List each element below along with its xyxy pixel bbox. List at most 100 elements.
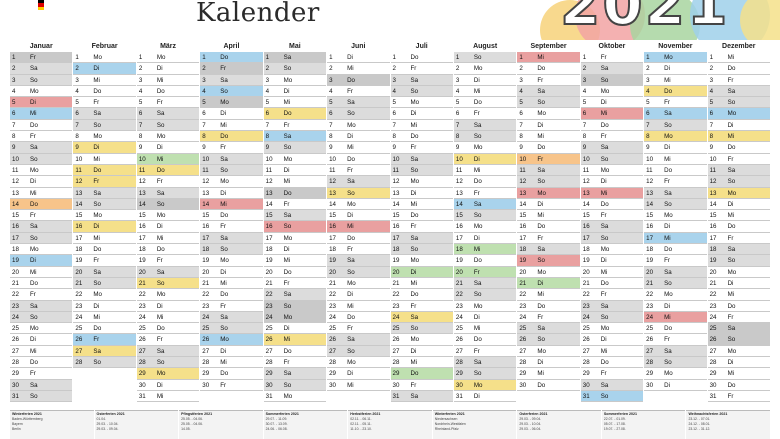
day-cell: 13 Mi	[10, 187, 73, 199]
day-cell: 5 Sa	[327, 97, 390, 109]
day-cell: 30 Sa	[10, 379, 73, 391]
day-cell: 8 Sa	[263, 131, 327, 143]
day-cell: 14 Mi	[390, 198, 453, 211]
day-cell: 28 So	[644, 357, 707, 369]
day-cell: 20 Do	[263, 266, 327, 278]
day-cell: 4 Do	[73, 85, 136, 98]
decorative-bubbles	[540, 0, 780, 40]
day-cell: 20 Sa	[644, 266, 707, 278]
day-cell: 27 So	[327, 345, 390, 358]
day-cell: 31 Mo	[263, 390, 327, 403]
day-cell: 18 So	[390, 244, 453, 256]
day-cell: 3 Mo	[263, 74, 327, 86]
day-cell: 20 Di	[390, 266, 453, 278]
day-cell: 27 Do	[263, 345, 327, 358]
day-cell: 10 Do	[327, 153, 390, 165]
day-cell: 2 So	[263, 63, 327, 75]
day-cell	[327, 390, 390, 403]
day-cell: 8 Di	[327, 131, 390, 143]
day-cell: 13 Mo	[517, 187, 580, 199]
holiday-table-cell: Herbstferien 2021 02.11. - 06.11. 02.11. -…	[348, 410, 432, 439]
day-cell: 20 Sa	[73, 266, 136, 278]
day-cell: 12 Fr	[644, 176, 707, 188]
day-cell: 5 Do	[453, 97, 517, 109]
day-cell: 9 Do	[517, 142, 580, 154]
day-cell: 27 Mo	[707, 345, 770, 358]
day-cell: 11 Sa	[517, 164, 580, 177]
day-cell: 9 Do	[707, 142, 770, 154]
day-cell: 6 Di	[200, 108, 263, 120]
day-cell: 5 So	[707, 97, 770, 109]
day-cell: 3 Mi	[73, 74, 136, 86]
day-cell: 18 Mo	[10, 244, 73, 256]
day-cell: 14 Di	[517, 198, 580, 211]
day-cell: 30 Sa	[580, 379, 644, 391]
day-cell: 30 Fr	[390, 379, 453, 391]
day-cell: 30 Do	[707, 379, 770, 391]
day-cell: 15 Sa	[263, 210, 327, 222]
month-header: November	[658, 43, 693, 50]
day-cell: 28 Di	[707, 357, 770, 369]
day-cell: 12 Mo	[390, 176, 453, 188]
month-header: Juli	[415, 43, 428, 50]
day-cell: 27 Di	[200, 345, 263, 358]
day-cell: 30 Di	[644, 379, 707, 391]
day-cell: 10 Sa	[200, 153, 263, 165]
day-cell: 4 So	[200, 85, 263, 98]
day-cell: 14 Do	[10, 198, 73, 211]
day-cell: 20 Mo	[707, 266, 770, 278]
day-cell: 16 Di	[73, 221, 136, 233]
day-cell: 3 Sa	[390, 74, 453, 86]
day-cell: 7 Mi	[200, 119, 263, 132]
day-cell: 31 Mi	[136, 390, 200, 403]
day-cell: 26 Fr	[136, 334, 200, 346]
year-label: 2021	[559, 0, 730, 39]
page-title: Kalender	[196, 0, 320, 28]
day-cell: 19 Mo	[390, 255, 453, 267]
day-cell: 11 Do	[136, 164, 200, 177]
day-cell: 28 Do	[580, 357, 644, 369]
day-cell: 24 Di	[453, 311, 517, 324]
day-cell: 5 Mi	[263, 97, 327, 109]
month-column-11: Dezember 1 Mi 2 Do 3 Fr 4 Sa 5 So 6 Mo 7 Di 8 Mi 9 Do 10 Fr 1…	[707, 42, 770, 403]
day-cell: 10 Mi	[644, 153, 707, 165]
month-header: Oktober	[598, 43, 626, 50]
day-cell: 11 Mo	[10, 164, 73, 177]
day-cell: 9 Fr	[200, 142, 263, 154]
day-cell: 14 Fr	[263, 198, 327, 211]
day-cell: 24 Sa	[390, 311, 453, 324]
day-cell: 18 Mo	[580, 244, 644, 256]
day-cell: 24 Mo	[263, 311, 327, 324]
day-cell: 29 Mi	[517, 368, 580, 380]
day-cell: 5 So	[517, 97, 580, 109]
day-cell: 7 Di	[517, 119, 580, 132]
day-cell: 7 Sa	[453, 119, 517, 132]
day-cell: 28 Sa	[453, 357, 517, 369]
day-cell: 29 Mi	[707, 368, 770, 380]
day-cell: 18 Sa	[707, 244, 770, 256]
day-cell: 4 So	[390, 85, 453, 98]
day-cell: 15 Di	[327, 210, 390, 222]
holiday-table-cell: Sommerferien 2021 29.07. - 11.09. 30.07. -…	[263, 410, 348, 439]
day-cell: 29 So	[453, 368, 517, 380]
day-cell: 17 Fr	[707, 232, 770, 245]
day-cell: 20 So	[327, 266, 390, 278]
month-column-2: März 1 Mo 2 Di 3 Mi 4 Do 5 Fr 6 Sa 7 So 8 Mo 9 Di 10 Mi 11 Do 1…	[136, 42, 200, 403]
day-cell: 2 Mo	[453, 63, 517, 75]
day-cell: 18 Fr	[327, 244, 390, 256]
month-header: Dezember	[722, 43, 756, 50]
day-cell: 26 Fr	[73, 334, 136, 346]
day-cell: 23 Di	[644, 300, 707, 312]
day-cell: 22 Fr	[580, 289, 644, 301]
day-cell: 24 Mi	[73, 311, 136, 324]
day-cell: 12 So	[517, 176, 580, 188]
day-cell: 12 Di	[580, 176, 644, 188]
day-cell: 24 Mi	[136, 311, 200, 324]
month-column-10: November 1 Mo 2 Di 3 Mi 4 Do 5 Fr 6 Sa 7 So 8 Mo 9 Di 10 Mi 1…	[644, 42, 707, 403]
day-cell: 12 So	[707, 176, 770, 188]
day-cell: 8 So	[453, 131, 517, 143]
month-column-8: September 1 Mi 2 Do 3 Fr 4 Sa 5 So 6 Mo 7 Di 8 Mi 9 Do 10 Fr…	[517, 42, 580, 403]
day-cell: 22 Mi	[517, 289, 580, 301]
day-cell: 6 Do	[263, 108, 327, 120]
day-cell: 23 Sa	[10, 300, 73, 312]
